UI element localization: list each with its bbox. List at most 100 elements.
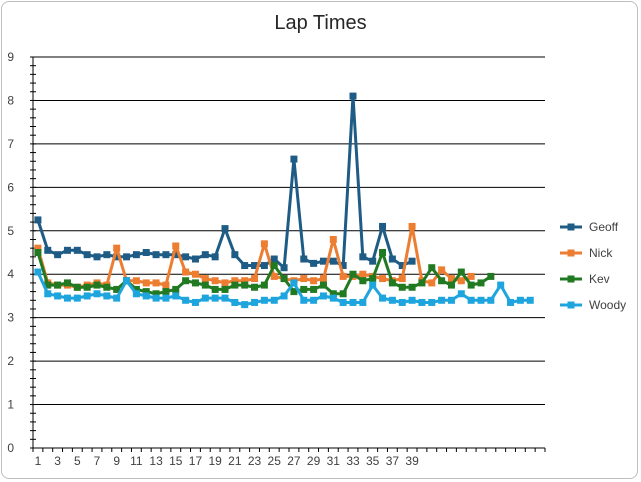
point-geoff-11 bbox=[132, 251, 140, 259]
point-geoff-23 bbox=[251, 262, 259, 270]
point-geoff-18 bbox=[201, 251, 209, 259]
point-geoff-13 bbox=[152, 251, 160, 259]
point-woody-36 bbox=[379, 294, 387, 302]
point-kev-19 bbox=[211, 285, 219, 293]
point-woody-23 bbox=[251, 298, 259, 306]
point-woody-51 bbox=[526, 296, 534, 304]
point-kev-40 bbox=[418, 279, 426, 287]
point-kev-12 bbox=[142, 288, 150, 296]
point-kev-34 bbox=[359, 277, 367, 285]
legend-label-kev: Kev bbox=[589, 272, 610, 286]
point-geoff-32 bbox=[339, 262, 347, 270]
point-woody-8 bbox=[103, 292, 111, 300]
point-geoff-9 bbox=[113, 253, 121, 261]
legend-marker-geoff bbox=[567, 223, 575, 231]
point-geoff-6 bbox=[83, 251, 91, 259]
point-nick-31 bbox=[329, 235, 337, 243]
point-nick-39 bbox=[408, 222, 416, 230]
point-woody-14 bbox=[162, 294, 170, 302]
point-woody-24 bbox=[260, 296, 268, 304]
point-kev-38 bbox=[398, 283, 406, 291]
point-kev-11 bbox=[132, 285, 140, 293]
point-kev-24 bbox=[260, 281, 268, 289]
point-woody-18 bbox=[201, 294, 209, 302]
series-lines bbox=[34, 92, 534, 309]
point-kev-43 bbox=[447, 281, 455, 289]
point-geoff-1 bbox=[34, 216, 42, 224]
y-tick-label-8: 8 bbox=[7, 93, 14, 107]
x-tick-label-35: 35 bbox=[366, 454, 380, 468]
point-nick-29 bbox=[310, 277, 318, 285]
point-nick-23 bbox=[251, 275, 259, 283]
x-tick-labels: 1 3 5 7 9 11 13 15 17 19 21 23 25 27 29 31 33 35 37 39 bbox=[35, 454, 419, 468]
point-kev-16 bbox=[182, 277, 190, 285]
point-nick-25 bbox=[270, 272, 278, 280]
point-kev-21 bbox=[231, 281, 239, 289]
x-tick-label-7: 7 bbox=[94, 454, 101, 468]
point-kev-17 bbox=[191, 279, 199, 287]
point-kev-1 bbox=[34, 249, 42, 256]
point-geoff-37 bbox=[388, 255, 396, 263]
point-woody-17 bbox=[191, 298, 199, 306]
point-woody-11 bbox=[132, 290, 140, 298]
point-woody-45 bbox=[467, 296, 475, 304]
point-woody-40 bbox=[418, 298, 426, 306]
point-geoff-12 bbox=[142, 249, 150, 256]
point-kev-41 bbox=[428, 264, 436, 272]
point-kev-20 bbox=[221, 285, 229, 293]
point-geoff-2 bbox=[44, 246, 52, 254]
point-woody-32 bbox=[339, 298, 347, 306]
y-tick-labels: 0 1 2 3 4 5 6 7 8 9 bbox=[7, 50, 14, 455]
point-nick-45 bbox=[467, 272, 475, 280]
point-kev-23 bbox=[251, 283, 259, 291]
point-kev-35 bbox=[369, 275, 377, 283]
x-tick-label-29: 29 bbox=[307, 454, 321, 468]
point-woody-20 bbox=[221, 294, 229, 302]
point-woody-6 bbox=[83, 292, 91, 300]
x-tick-label-27: 27 bbox=[287, 454, 301, 468]
point-kev-15 bbox=[172, 285, 180, 293]
point-nick-1 bbox=[34, 244, 42, 252]
point-nick-16 bbox=[182, 268, 190, 276]
legend-marker-nick bbox=[567, 249, 575, 257]
y-tick-label-5: 5 bbox=[7, 224, 14, 238]
point-kev-27 bbox=[290, 288, 298, 296]
point-woody-10 bbox=[123, 277, 131, 285]
legend-label-geoff: Geoff bbox=[589, 220, 619, 234]
point-woody-27 bbox=[290, 279, 298, 287]
point-nick-12 bbox=[142, 279, 150, 287]
point-geoff-5 bbox=[73, 246, 81, 254]
legend-marker-kev bbox=[567, 275, 575, 283]
y-tick-label-0: 0 bbox=[7, 441, 14, 455]
series-line-geoff bbox=[36, 94, 413, 270]
point-kev-9 bbox=[113, 285, 121, 293]
point-nick-21 bbox=[231, 277, 239, 285]
point-woody-21 bbox=[231, 298, 239, 306]
point-woody-3 bbox=[54, 292, 62, 300]
point-woody-49 bbox=[507, 298, 515, 306]
point-kev-14 bbox=[162, 288, 170, 296]
point-nick-17 bbox=[191, 270, 199, 278]
point-nick-15 bbox=[172, 242, 180, 250]
point-nick-19 bbox=[211, 277, 219, 285]
point-nick-41 bbox=[428, 279, 436, 287]
point-geoff-33 bbox=[349, 92, 357, 100]
y-tick-label-2: 2 bbox=[7, 354, 14, 368]
point-nick-38 bbox=[398, 275, 406, 283]
point-woody-5 bbox=[73, 294, 81, 302]
point-kev-8 bbox=[103, 283, 111, 291]
point-kev-6 bbox=[83, 283, 91, 291]
point-woody-7 bbox=[93, 290, 101, 298]
point-woody-30 bbox=[319, 292, 327, 300]
point-woody-19 bbox=[211, 294, 219, 302]
point-woody-50 bbox=[516, 296, 524, 304]
point-geoff-15 bbox=[172, 251, 180, 259]
point-nick-9 bbox=[113, 244, 121, 252]
point-geoff-7 bbox=[93, 253, 101, 261]
y-tick-label-9: 9 bbox=[7, 50, 14, 64]
point-kev-18 bbox=[201, 281, 209, 289]
point-geoff-16 bbox=[182, 253, 190, 261]
point-kev-28 bbox=[300, 285, 308, 293]
x-tick-label-9: 9 bbox=[113, 454, 120, 468]
